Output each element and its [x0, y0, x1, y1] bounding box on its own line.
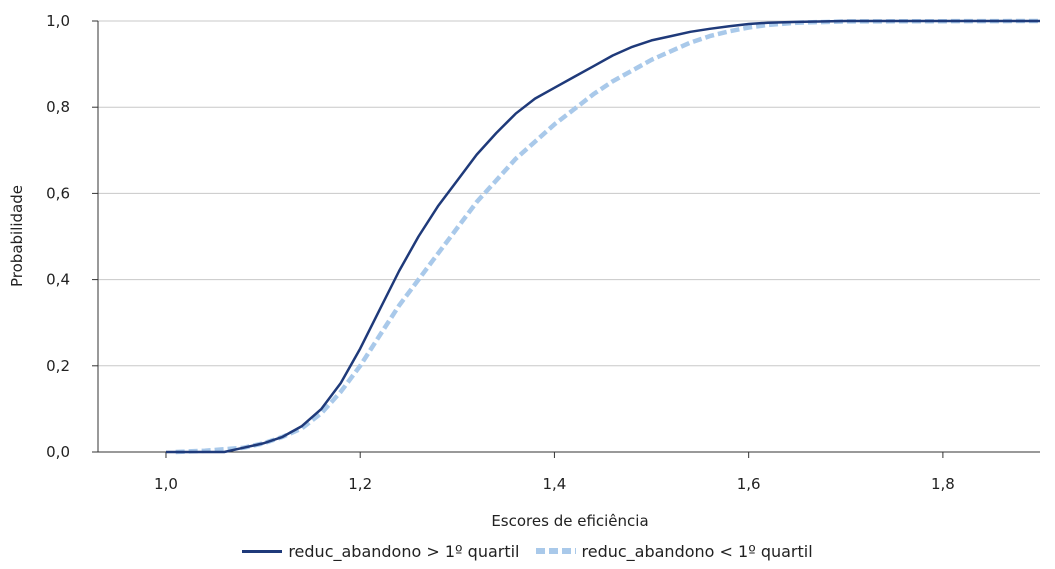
legend-item-series-2: reduc_abandono < 1º quartil — [535, 541, 813, 561]
y-tick-labels: 0,0 0,2 0,4 0,6 0,8 1,0 — [46, 12, 98, 461]
x-tick-label-2: 1,4 — [543, 475, 567, 493]
x-tick-label-0: 1,0 — [154, 475, 178, 493]
gridlines — [98, 20, 1040, 367]
legend-label-series-2: reduc_abandono < 1º quartil — [581, 541, 813, 561]
y-tick-label-2: 0,4 — [46, 271, 70, 289]
x-tick-label-4: 1,8 — [931, 475, 955, 493]
y-tick-label-4: 0,8 — [46, 98, 70, 116]
y-tick-label-0: 0,0 — [46, 443, 70, 461]
y-tick-label-3: 0,6 — [46, 184, 70, 202]
axes — [97, 21, 1040, 453]
y-axis-label: Probabilidade — [8, 185, 26, 287]
cdf-chart: 0,0 0,2 0,4 0,6 0,8 1,0 1,0 1,2 1,4 1,6 1,8 Escor… — [8, 12, 1041, 530]
series-line-1 — [166, 19, 1040, 454]
legend: reduc_abandono > 1º quartil reduc_abando… — [0, 538, 1055, 564]
series-lines — [166, 18, 1041, 455]
legend-item-series-1: reduc_abandono > 1º quartil — [242, 541, 520, 561]
x-tick-labels: 1,0 1,2 1,4 1,6 1,8 — [154, 452, 955, 493]
series-line-2 — [175, 18, 1041, 455]
legend-label-series-1: reduc_abandono > 1º quartil — [288, 541, 520, 561]
legend-swatch-solid — [242, 549, 283, 553]
x-axis-label: Escores de eficiência — [491, 512, 648, 530]
y-tick-label-1: 0,2 — [46, 357, 70, 375]
y-tick-label-5: 1,0 — [46, 12, 70, 30]
x-tick-label-1: 1,2 — [348, 475, 372, 493]
x-tick-label-3: 1,6 — [737, 475, 761, 493]
legend-swatch-dashed — [535, 548, 576, 554]
